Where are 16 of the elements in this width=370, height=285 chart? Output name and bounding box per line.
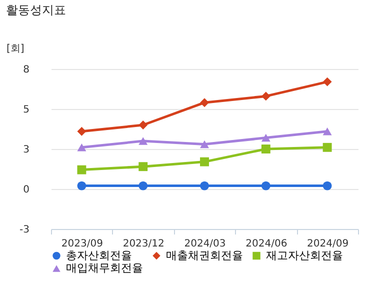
y-tick-label: 0 [23,184,30,196]
y-axis-title: [회] [6,44,24,54]
y-tick-label: 8 [23,64,30,76]
legend-label: 매입채무회전율 [66,262,143,274]
x-tick-label: 2024/03 [184,238,226,250]
x-tick-label: 2023/09 [61,238,103,250]
x-tick-label: 2023/12 [122,238,164,250]
y-tick-label: 5 [23,104,30,116]
legend-label: 재고자산회전율 [266,248,343,262]
chart-title: 활동성지표 [6,3,66,17]
legend-label: 매출채권회전율 [166,248,243,262]
legend-label: 총자산회전율 [66,248,132,262]
x-tick-label: 2024/06 [246,238,288,250]
y-tick-label: -3 [20,224,30,236]
x-tick-label: 2024/09 [307,238,349,250]
y-tick-label: 3 [23,144,30,156]
